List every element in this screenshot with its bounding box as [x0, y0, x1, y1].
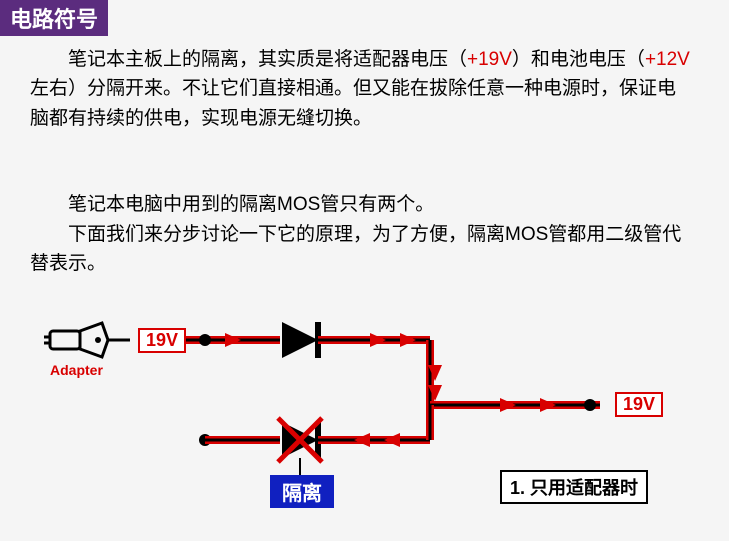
- paragraph-2: 笔记本电脑中用到的隔离MOS管只有两个。: [30, 190, 690, 219]
- adapter-label: Adapter: [50, 362, 103, 378]
- volt-19v: +19V: [467, 49, 512, 70]
- caption-box: 1. 只用适配器时: [500, 470, 648, 504]
- output-voltage-box: 19V: [615, 392, 663, 417]
- adapter-voltage-box: 19V: [138, 328, 186, 353]
- p1-text-a: 笔记本主板上的隔离，其实质是将适配器电压（: [30, 49, 467, 70]
- circuit-diagram: Adapter 19V 19V 隔离 1. 只用适配器时: [30, 310, 700, 520]
- title-bar: 电路符号: [0, 0, 108, 36]
- volt-12v: +12V: [645, 49, 690, 70]
- p1-text-b: ）和电池电压（: [512, 49, 645, 70]
- paragraph-1: 笔记本主板上的隔离，其实质是将适配器电压（+19V）和电池电压（+12V 左右）分…: [30, 45, 690, 133]
- isolation-label: 隔离: [270, 475, 334, 508]
- paragraph-3: 下面我们来分步讨论一下它的原理，为了方便，隔离MOS管都用二级管代替表示。: [30, 220, 690, 279]
- p1-text-c: 左右）分隔开来。不让它们直接相通。但又能在拔除任意一种电源时，保证电脑都有持续的…: [30, 78, 676, 128]
